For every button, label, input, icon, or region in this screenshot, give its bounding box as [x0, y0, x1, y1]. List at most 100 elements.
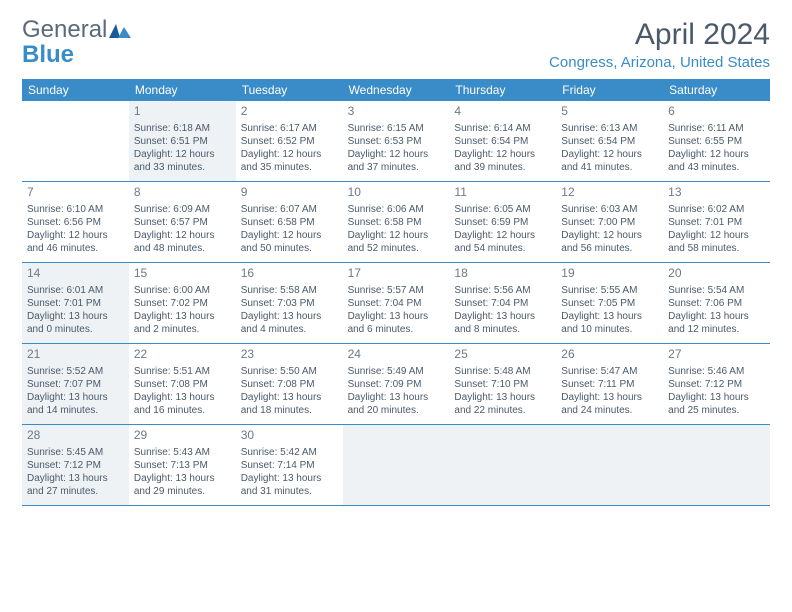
day-detail-line: and 56 minutes.	[561, 242, 658, 255]
day-detail-line: Sunrise: 5:47 AM	[561, 365, 658, 378]
day-detail-line: and 54 minutes.	[454, 242, 551, 255]
day-detail-line: Daylight: 13 hours	[27, 472, 124, 485]
week-row: 7Sunrise: 6:10 AMSunset: 6:56 PMDaylight…	[22, 182, 770, 263]
day-cell: 24Sunrise: 5:49 AMSunset: 7:09 PMDayligh…	[343, 344, 450, 424]
day-detail-line: Sunset: 7:03 PM	[241, 297, 338, 310]
day-number: 10	[348, 185, 445, 201]
day-detail-line: and 29 minutes.	[134, 485, 231, 498]
day-detail-line: Sunset: 6:59 PM	[454, 216, 551, 229]
day-detail-line: Sunrise: 5:57 AM	[348, 284, 445, 297]
week-row: 28Sunrise: 5:45 AMSunset: 7:12 PMDayligh…	[22, 425, 770, 506]
day-cell: 19Sunrise: 5:55 AMSunset: 7:05 PMDayligh…	[556, 263, 663, 343]
day-detail-line: Sunrise: 6:07 AM	[241, 203, 338, 216]
day-cell: 20Sunrise: 5:54 AMSunset: 7:06 PMDayligh…	[663, 263, 770, 343]
day-detail-line: and 41 minutes.	[561, 161, 658, 174]
day-detail-line: and 37 minutes.	[348, 161, 445, 174]
day-cell	[449, 425, 556, 505]
calendar: SundayMondayTuesdayWednesdayThursdayFrid…	[22, 79, 770, 506]
day-detail-line: and 43 minutes.	[668, 161, 765, 174]
week-row: 21Sunrise: 5:52 AMSunset: 7:07 PMDayligh…	[22, 344, 770, 425]
day-number: 16	[241, 266, 338, 282]
day-cell: 17Sunrise: 5:57 AMSunset: 7:04 PMDayligh…	[343, 263, 450, 343]
day-detail-line: Daylight: 13 hours	[454, 310, 551, 323]
day-detail-line: Sunrise: 5:46 AM	[668, 365, 765, 378]
weekday-header: Friday	[556, 79, 663, 101]
header: GeneralBlue April 2024 Congress, Arizona…	[22, 18, 770, 71]
day-detail-line: and 52 minutes.	[348, 242, 445, 255]
day-detail-line: Sunset: 7:12 PM	[668, 378, 765, 391]
day-detail-line: Sunset: 7:04 PM	[454, 297, 551, 310]
day-detail-line: Daylight: 12 hours	[561, 229, 658, 242]
day-detail-line: Daylight: 13 hours	[348, 391, 445, 404]
day-detail-line: Daylight: 13 hours	[27, 310, 124, 323]
day-detail-line: Sunset: 6:54 PM	[454, 135, 551, 148]
day-number: 19	[561, 266, 658, 282]
day-cell: 30Sunrise: 5:42 AMSunset: 7:14 PMDayligh…	[236, 425, 343, 505]
day-detail-line: and 16 minutes.	[134, 404, 231, 417]
day-number: 15	[134, 266, 231, 282]
day-detail-line: Sunrise: 6:10 AM	[27, 203, 124, 216]
day-number: 26	[561, 347, 658, 363]
day-detail-line: Daylight: 12 hours	[134, 148, 231, 161]
day-number: 20	[668, 266, 765, 282]
day-number: 4	[454, 104, 551, 120]
week-row: 14Sunrise: 6:01 AMSunset: 7:01 PMDayligh…	[22, 263, 770, 344]
day-detail-line: Sunset: 6:51 PM	[134, 135, 231, 148]
day-cell: 2Sunrise: 6:17 AMSunset: 6:52 PMDaylight…	[236, 101, 343, 181]
day-cell: 11Sunrise: 6:05 AMSunset: 6:59 PMDayligh…	[449, 182, 556, 262]
day-detail-line: Sunset: 6:53 PM	[348, 135, 445, 148]
day-detail-line: and 39 minutes.	[454, 161, 551, 174]
day-cell: 23Sunrise: 5:50 AMSunset: 7:08 PMDayligh…	[236, 344, 343, 424]
day-number: 22	[134, 347, 231, 363]
logo-mark-icon	[109, 19, 131, 43]
day-number: 13	[668, 185, 765, 201]
day-detail-line: and 20 minutes.	[348, 404, 445, 417]
day-cell: 26Sunrise: 5:47 AMSunset: 7:11 PMDayligh…	[556, 344, 663, 424]
day-cell: 5Sunrise: 6:13 AMSunset: 6:54 PMDaylight…	[556, 101, 663, 181]
day-detail-line: Daylight: 13 hours	[454, 391, 551, 404]
day-cell: 10Sunrise: 6:06 AMSunset: 6:58 PMDayligh…	[343, 182, 450, 262]
day-detail-line: Sunrise: 6:05 AM	[454, 203, 551, 216]
day-detail-line: Sunset: 7:10 PM	[454, 378, 551, 391]
day-number: 27	[668, 347, 765, 363]
day-detail-line: Sunset: 7:05 PM	[561, 297, 658, 310]
day-detail-line: Sunset: 7:04 PM	[348, 297, 445, 310]
day-detail-line: Sunset: 6:57 PM	[134, 216, 231, 229]
day-detail-line: and 4 minutes.	[241, 323, 338, 336]
day-detail-line: and 25 minutes.	[668, 404, 765, 417]
day-detail-line: Sunrise: 5:49 AM	[348, 365, 445, 378]
day-detail-line: Sunset: 6:58 PM	[348, 216, 445, 229]
day-number: 9	[241, 185, 338, 201]
day-detail-line: Sunset: 6:56 PM	[27, 216, 124, 229]
logo-text-general: General	[22, 16, 107, 43]
day-detail-line: Sunset: 7:12 PM	[27, 459, 124, 472]
day-cell: 4Sunrise: 6:14 AMSunset: 6:54 PMDaylight…	[449, 101, 556, 181]
day-detail-line: Daylight: 12 hours	[241, 229, 338, 242]
day-detail-line: Sunset: 7:01 PM	[668, 216, 765, 229]
day-detail-line: and 58 minutes.	[668, 242, 765, 255]
day-detail-line: Daylight: 13 hours	[241, 472, 338, 485]
day-detail-line: and 0 minutes.	[27, 323, 124, 336]
day-cell: 9Sunrise: 6:07 AMSunset: 6:58 PMDaylight…	[236, 182, 343, 262]
day-detail-line: and 18 minutes.	[241, 404, 338, 417]
day-detail-line: and 14 minutes.	[27, 404, 124, 417]
day-detail-line: Sunrise: 5:48 AM	[454, 365, 551, 378]
day-detail-line: Daylight: 12 hours	[134, 229, 231, 242]
day-detail-line: Sunrise: 5:50 AM	[241, 365, 338, 378]
day-detail-line: Sunrise: 6:03 AM	[561, 203, 658, 216]
logo: GeneralBlue	[22, 18, 131, 67]
day-detail-line: and 12 minutes.	[668, 323, 765, 336]
day-detail-line: Sunrise: 5:51 AM	[134, 365, 231, 378]
day-detail-line: Daylight: 12 hours	[668, 148, 765, 161]
day-cell: 8Sunrise: 6:09 AMSunset: 6:57 PMDaylight…	[129, 182, 236, 262]
day-detail-line: Daylight: 13 hours	[134, 310, 231, 323]
day-detail-line: Sunrise: 6:01 AM	[27, 284, 124, 297]
day-cell: 16Sunrise: 5:58 AMSunset: 7:03 PMDayligh…	[236, 263, 343, 343]
day-detail-line: Sunrise: 5:56 AM	[454, 284, 551, 297]
day-cell: 25Sunrise: 5:48 AMSunset: 7:10 PMDayligh…	[449, 344, 556, 424]
weekday-header: Wednesday	[343, 79, 450, 101]
day-detail-line: Sunrise: 6:02 AM	[668, 203, 765, 216]
day-detail-line: Sunset: 7:06 PM	[668, 297, 765, 310]
day-number: 11	[454, 185, 551, 201]
day-number: 6	[668, 104, 765, 120]
